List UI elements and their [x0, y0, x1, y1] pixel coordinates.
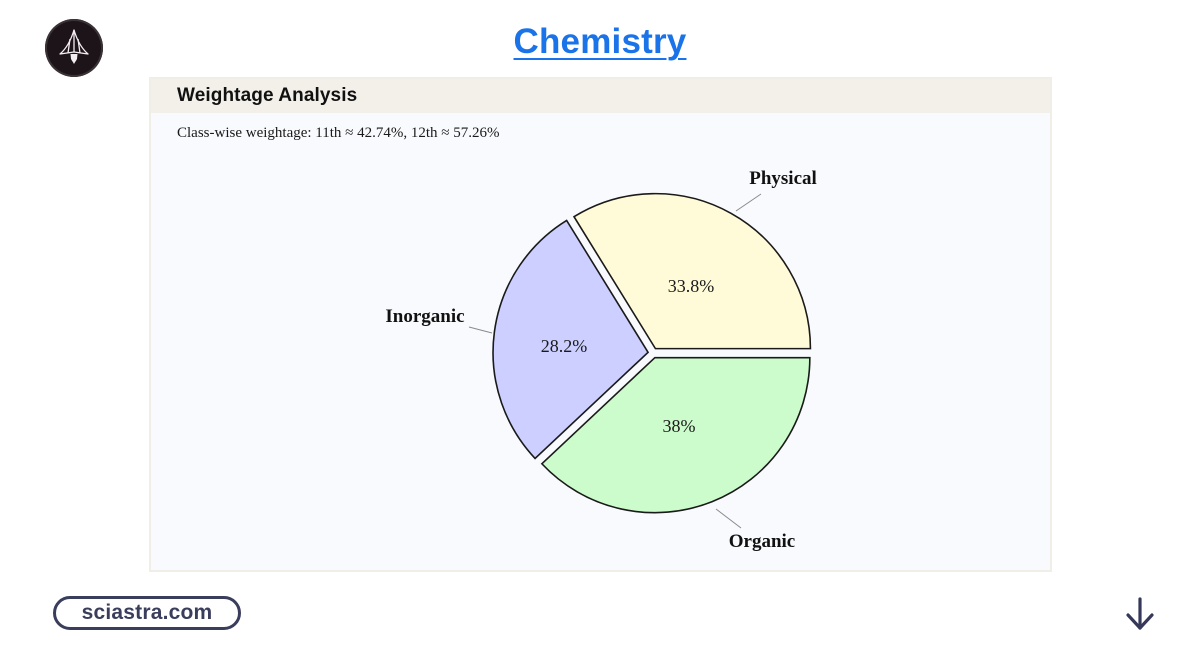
class-wise-weightage-text: Class-wise weightage: 11th ≈ 42.74%, 12t… — [177, 125, 500, 141]
leader-line — [715, 508, 742, 529]
card-header: Weightage Analysis — [151, 79, 1050, 113]
weightage-card: Weightage Analysis Class-wise weightage:… — [149, 77, 1052, 572]
pie-slice-organic — [540, 356, 811, 514]
leader-line — [468, 326, 493, 334]
pie-slice-inorganic — [492, 219, 650, 460]
page-title[interactable]: Chemistry — [513, 22, 687, 61]
pie-chart: 33.8% Physical 28.2% Inorganic 38% Organic — [385, 168, 817, 552]
category-label-organic: Organic — [729, 531, 796, 552]
leader-line — [735, 193, 762, 212]
rocket-logo-icon — [59, 29, 89, 64]
slice-value-label: 33.8% — [668, 276, 715, 296]
scroll-down-button[interactable] — [1124, 596, 1156, 632]
site-badge[interactable]: sciastra.com — [53, 596, 241, 630]
slice-value-label: 28.2% — [541, 336, 588, 356]
category-label-physical: Physical — [749, 168, 817, 189]
card-title: Weightage Analysis — [177, 85, 358, 106]
arrow-down-icon — [1126, 597, 1154, 630]
category-label-inorganic: Inorganic — [385, 306, 464, 327]
pie-slice-physical — [572, 192, 812, 350]
slice-value-label: 38% — [663, 416, 696, 436]
logo — [45, 19, 103, 77]
